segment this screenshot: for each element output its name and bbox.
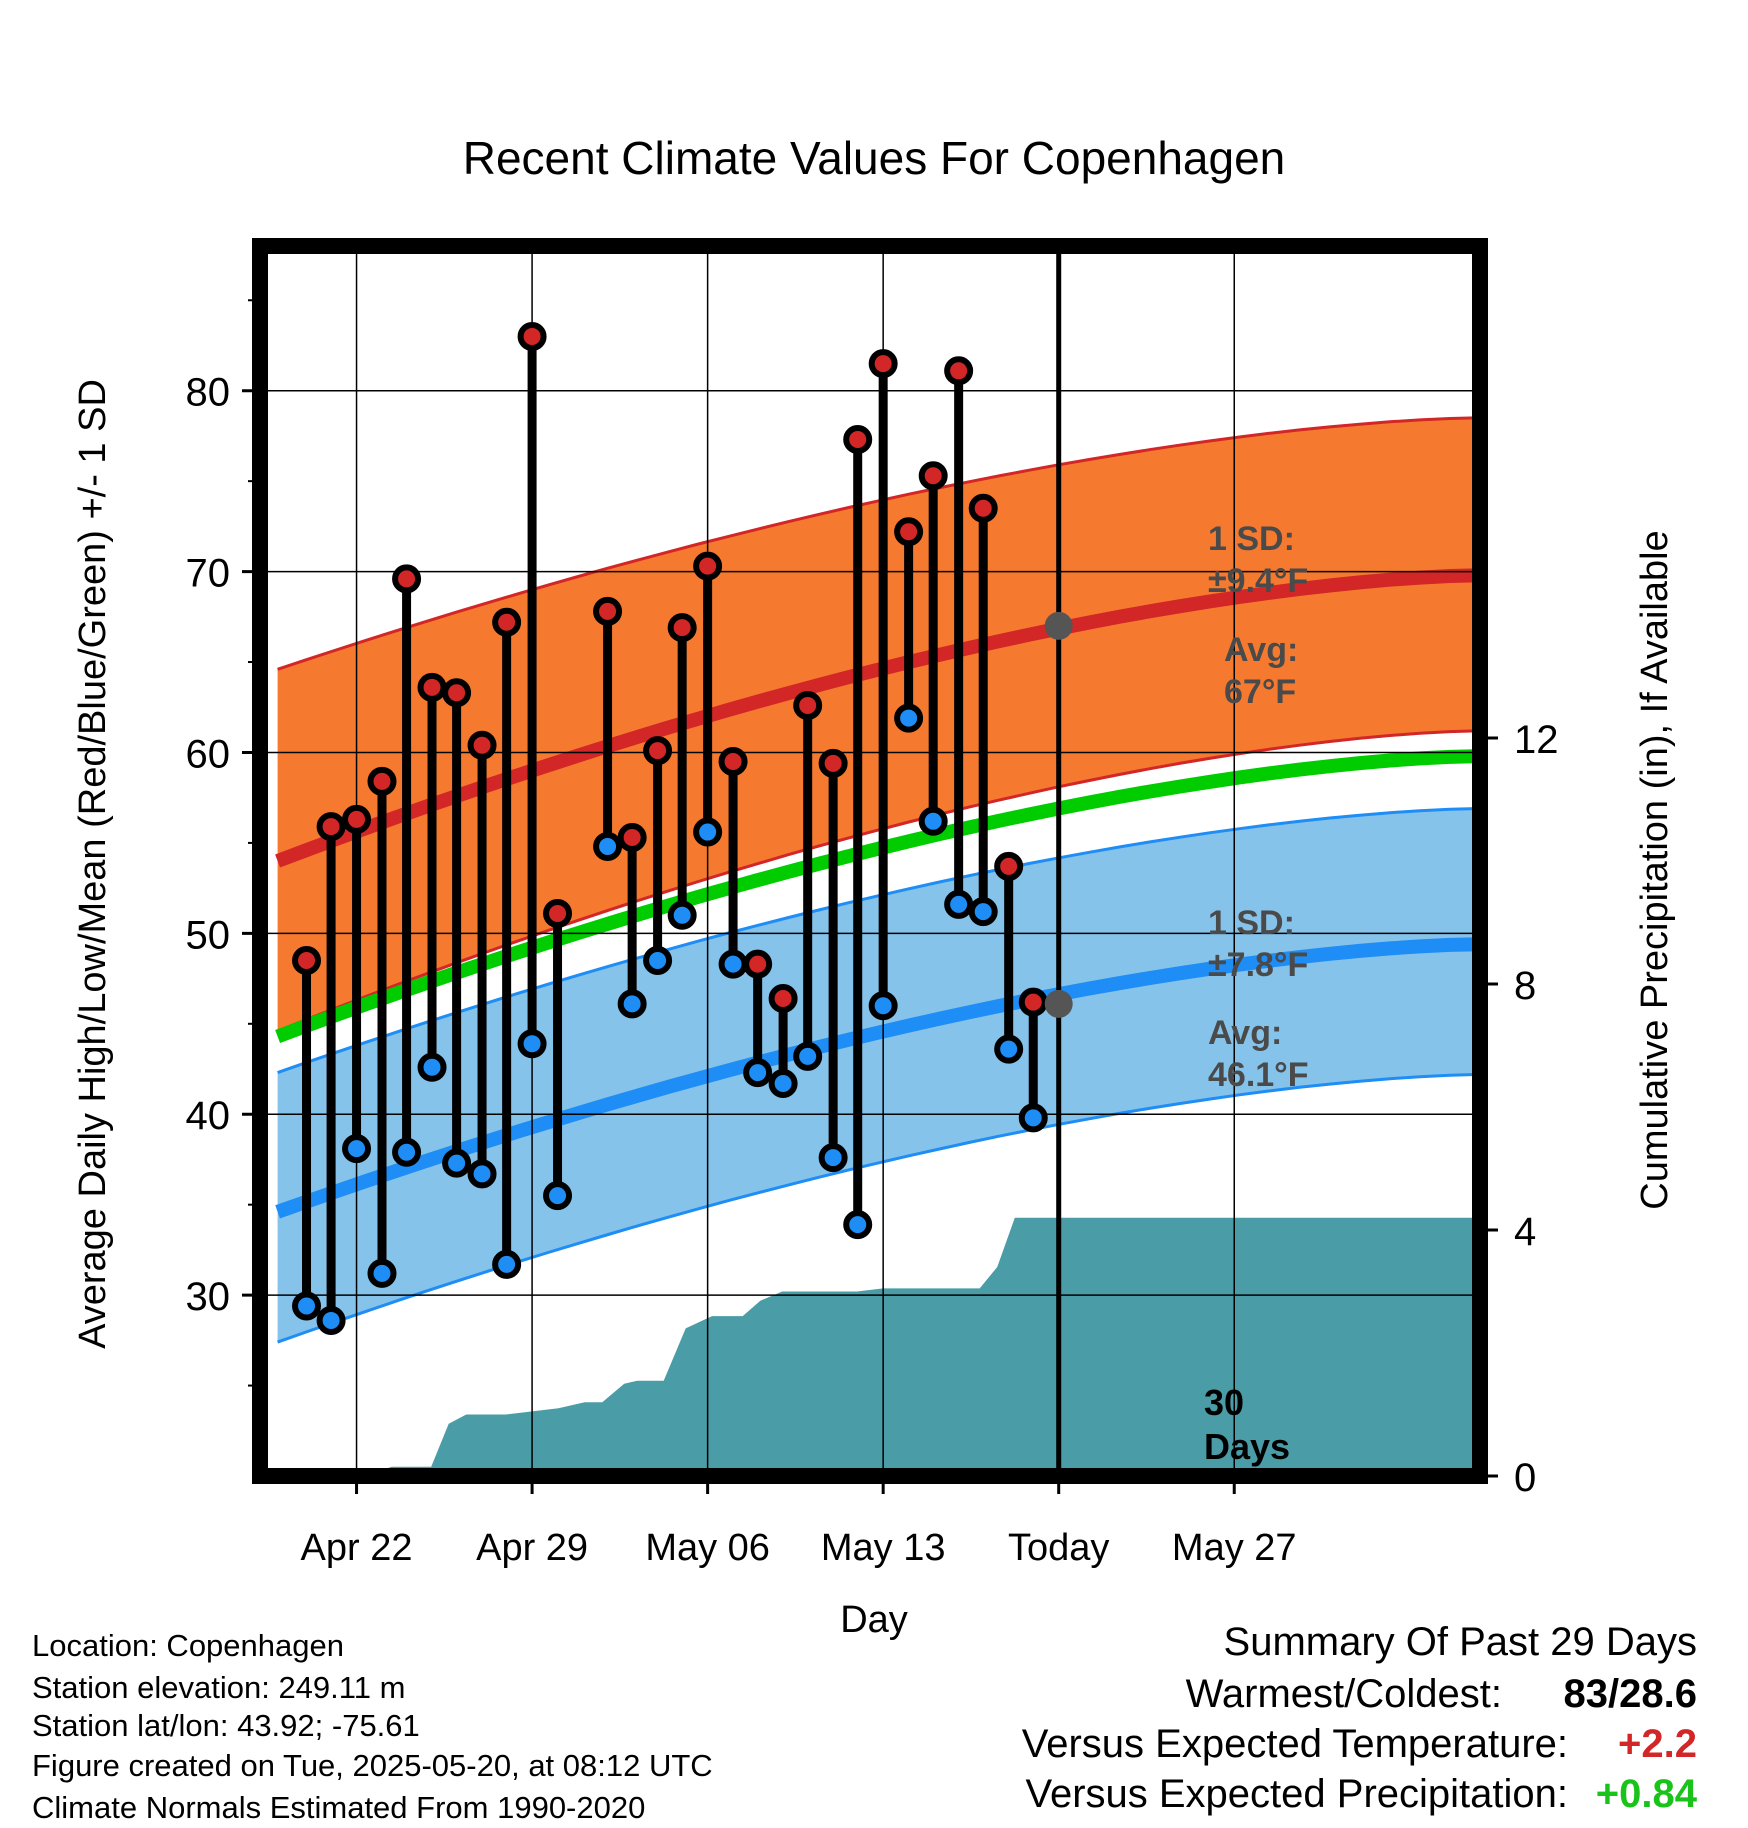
y2-tick-label: 0 [1514, 1456, 1536, 1500]
daily-low-point [643, 945, 673, 975]
daily-low-point [868, 991, 898, 1021]
daily-low-point [492, 1249, 522, 1279]
daily-low-point [768, 1068, 798, 1098]
daily-low-point [667, 900, 697, 930]
daily-high-point [593, 596, 623, 626]
today-low-normal-marker [1044, 989, 1073, 1018]
daily-high-point [667, 613, 697, 643]
daily-low-point [593, 832, 623, 862]
daily-low-point [743, 1058, 773, 1088]
y2-axis-label: Cumulative Precipitation (in), If Availa… [1634, 530, 1676, 1209]
y2-tick-label: 4 [1514, 1210, 1536, 1254]
daily-low-point [968, 897, 998, 927]
daily-high-point [617, 822, 647, 852]
daily-high-point [342, 804, 372, 834]
days-annotation: 30 Days [1204, 1382, 1290, 1467]
daily-low-point [944, 889, 974, 919]
today-high-normal-marker [1044, 611, 1073, 640]
daily-high-point [843, 425, 873, 455]
daily-high-point [367, 766, 397, 796]
daily-low-point [994, 1034, 1024, 1064]
daily-high-point [818, 748, 848, 778]
y2-tick-label: 12 [1514, 718, 1559, 762]
plot-area: 1 SD: ±9.4°F Avg: 67°F 1 SD: ±7.8°F Avg: 46.1°F… [186, 238, 1559, 1569]
daily-low-point [467, 1159, 497, 1189]
daily-high-point [994, 851, 1024, 881]
daily-high-point [643, 736, 673, 766]
daily-low-point [342, 1134, 372, 1164]
x-tick-label: Apr 22 [301, 1527, 413, 1569]
daily-low-point [718, 949, 748, 979]
daily-low-point [918, 806, 948, 836]
daily-low-point [417, 1052, 447, 1082]
low-sd-lower-line [277, 1072, 1480, 1344]
daily-high-point [743, 949, 773, 979]
daily-low-point [517, 1029, 547, 1059]
daily-low-point [818, 1143, 848, 1173]
daily-low-point [442, 1148, 472, 1178]
daily-low-point [693, 817, 723, 847]
x-axis-label: Day [840, 1599, 908, 1641]
daily-low-point [543, 1181, 573, 1211]
plot-frame [252, 238, 1488, 1484]
high-avg-annotation: Avg: 67°F [1224, 631, 1298, 711]
low-sd-annotation: 1 SD: ±7.8°F [1208, 904, 1308, 984]
daily-high-point [693, 551, 723, 581]
daily-low-point [392, 1137, 422, 1167]
daily-high-point [417, 672, 447, 702]
daily-low-point [367, 1258, 397, 1288]
daily-high-point [517, 321, 547, 351]
y-tick-label: 30 [186, 1275, 231, 1319]
y2-tick-label: 8 [1514, 964, 1536, 1008]
x-tick-label: May 06 [645, 1527, 770, 1569]
plot-inner [260, 246, 1480, 1476]
daily-low-point [316, 1305, 346, 1335]
x-tick-label: Today [1008, 1527, 1109, 1569]
daily-high-point [968, 493, 998, 523]
x-tick-label: Apr 29 [476, 1527, 588, 1569]
daily-low-point [1018, 1103, 1048, 1133]
y-tick-label: 70 [186, 552, 231, 596]
daily-high-point [894, 517, 924, 547]
daily-high-point [768, 983, 798, 1013]
daily-high-point [718, 747, 748, 777]
daily-high-point [467, 730, 497, 760]
y-tick-label: 50 [186, 913, 231, 957]
daily-high-point [543, 898, 573, 928]
daily-low-point [292, 1291, 322, 1321]
y-tick-label: 80 [186, 371, 231, 415]
daily-high-point [944, 356, 974, 386]
x-tick-label: May 27 [1172, 1527, 1297, 1569]
daily-high-point [442, 678, 472, 708]
high-sd-annotation: 1 SD: ±9.4°F [1208, 520, 1308, 600]
daily-low-point [617, 989, 647, 1019]
daily-high-point [316, 812, 346, 842]
daily-high-point [1018, 987, 1048, 1017]
daily-high-point [793, 690, 823, 720]
precip-area [277, 1217, 1480, 1476]
daily-high-point [392, 564, 422, 594]
daily-low-point [843, 1210, 873, 1240]
daily-high-point [918, 461, 948, 491]
daily-high-point [492, 607, 522, 637]
x-tick-label: May 13 [821, 1527, 946, 1569]
chart-title: Recent Climate Values For Copenhagen [463, 132, 1286, 184]
low-sd-band [277, 808, 1480, 1343]
daily-high-point [292, 945, 322, 975]
y-tick-label: 40 [186, 1094, 231, 1138]
daily-low-point [894, 703, 924, 733]
y-axis-label: Average Daily High/Low/Mean (Red/Blue/Gr… [72, 379, 114, 1349]
daily-high-point [868, 349, 898, 379]
low-avg-annotation: Avg: 46.1°F [1208, 1014, 1309, 1094]
daily-low-point [793, 1041, 823, 1071]
y-tick-label: 60 [186, 732, 231, 776]
